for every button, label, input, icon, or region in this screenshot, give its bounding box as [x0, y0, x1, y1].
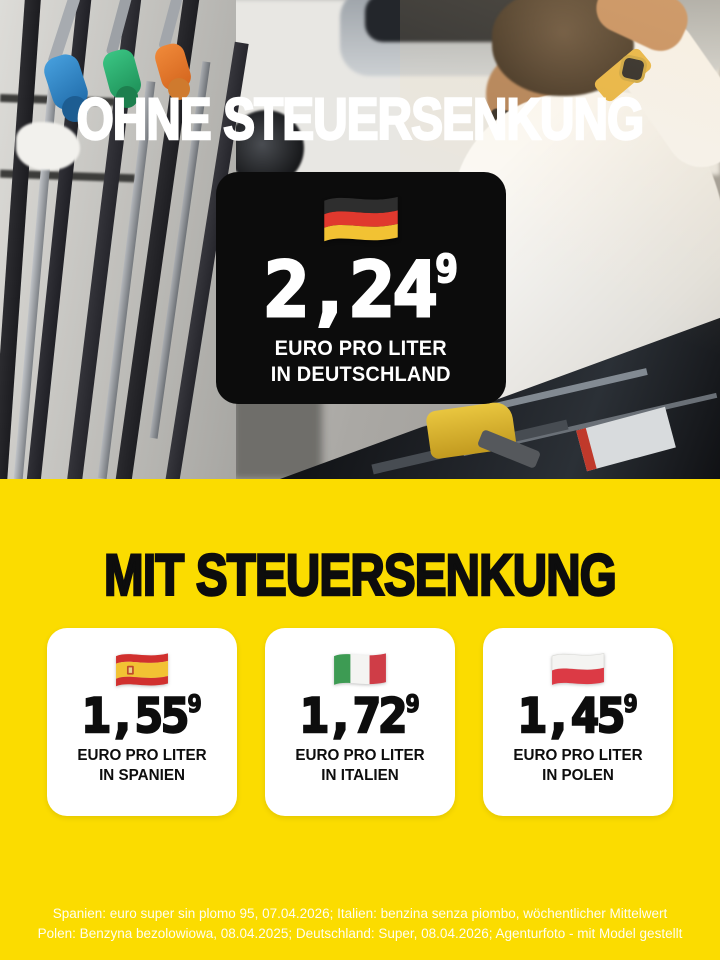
country-cards-row: 1,55 9 EURO PRO LITER IN SPANIEN 1,72 9 EU… — [47, 628, 673, 816]
nozzle-cap-blue — [62, 96, 88, 122]
italy-price: 1,72 9 — [299, 689, 421, 744]
white-cloth — [16, 122, 80, 170]
footnote-line-1: Spanien: euro super sin plomo 95, 07.04.… — [52, 905, 668, 921]
price-superscript: 9 — [623, 690, 639, 718]
germany-price: 2,24 9 — [263, 245, 459, 334]
nozzle-cap-orange — [168, 78, 190, 100]
price-value: 2,24 — [263, 245, 440, 334]
price-superscript: 9 — [187, 690, 203, 718]
unit-line-2: IN SPANIEN — [99, 767, 185, 785]
price-unit-label: EURO PRO LITER IN ITALIEN — [295, 746, 424, 787]
germany-price-card: 2,24 9 EURO PRO LITER IN DEUTSCHLAND — [216, 172, 506, 404]
price-value: 1,72 — [299, 689, 409, 744]
heading-without-tax-cut: OHNE STEUERSENKUNG — [76, 86, 645, 154]
poland-price: 1,45 9 — [517, 689, 639, 744]
unit-line-1: EURO PRO LITER — [77, 747, 207, 764]
unit-line-2: IN ITALIEN — [321, 767, 399, 785]
unit-line-1: EURO PRO LITER — [513, 747, 643, 764]
heading-with-tax-cut: MIT STEUERSENKUNG — [103, 542, 618, 610]
unit-line-1: EURO PRO LITER — [274, 337, 448, 360]
spain-price: 1,55 9 — [81, 689, 203, 744]
spain-flag-icon — [116, 653, 168, 687]
price-value: 1,55 — [81, 689, 191, 744]
italy-flag-icon — [334, 653, 386, 685]
price-superscript: 9 — [405, 690, 421, 718]
spain-price-card: 1,55 9 EURO PRO LITER IN SPANIEN — [47, 628, 237, 816]
price-unit-label: EURO PRO LITER IN DEUTSCHLAND — [271, 336, 451, 387]
unit-line-1: EURO PRO LITER — [295, 747, 425, 764]
unit-line-2: IN POLEN — [542, 767, 614, 785]
poland-flag-icon — [551, 653, 605, 685]
unit-line-2: IN DEUTSCHLAND — [271, 362, 451, 386]
italy-price-card: 1,72 9 EURO PRO LITER IN ITALIEN — [265, 628, 455, 816]
price-value: 1,45 — [517, 689, 627, 744]
nozzle-cap-green — [116, 86, 138, 108]
gas-station-photo — [0, 0, 720, 479]
footnote-line-2: Polen: Benzyna bezolowiowa, 08.04.2025; … — [37, 925, 683, 941]
germany-flag-icon — [324, 196, 398, 242]
source-footnote: Spanien: euro super sin plomo 95, 07.04.… — [0, 904, 720, 945]
price-unit-label: EURO PRO LITER IN POLEN — [513, 746, 642, 787]
price-unit-label: EURO PRO LITER IN SPANIEN — [77, 746, 206, 787]
price-superscript: 9 — [434, 247, 459, 291]
poland-price-card: 1,45 9 EURO PRO LITER IN POLEN — [483, 628, 673, 816]
